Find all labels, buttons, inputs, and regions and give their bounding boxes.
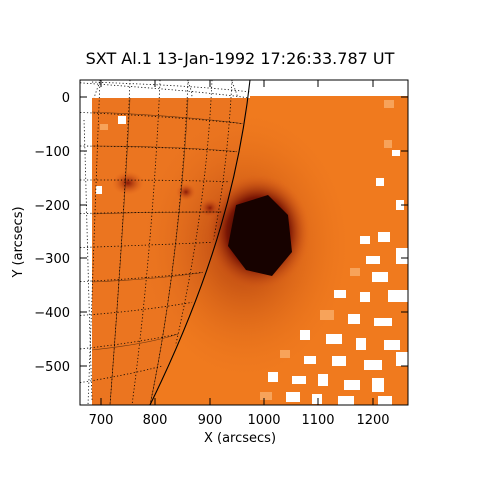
figure-title: SXT Al.1 13-Jan-1992 17:26:33.787 UT: [86, 49, 395, 68]
x-axis-label: X (arcsecs): [204, 431, 276, 446]
xray-image: [80, 80, 408, 405]
y-tick-label: 0: [62, 91, 70, 106]
flare-kernel: [228, 195, 292, 276]
x-tick-label: 1000: [247, 413, 280, 428]
x-tick-label: 700: [89, 413, 114, 428]
y-axis-label: Y (arcsecs): [11, 206, 26, 278]
solar-limb: [149, 79, 251, 406]
y-tick-label: −500: [34, 360, 70, 375]
missing-data-pixels: [96, 100, 408, 405]
active-region: [176, 183, 196, 201]
active-region: [112, 171, 144, 195]
x-tick-label: 1100: [301, 413, 334, 428]
grid-outside: [83, 81, 251, 401]
x-tick-label: 800: [143, 413, 168, 428]
y-tick-label: −400: [34, 306, 70, 321]
plot-frame: [79, 79, 409, 406]
x-tick-label: 1200: [356, 413, 389, 428]
y-tick-label: −300: [34, 252, 70, 267]
y-tick-label: −100: [34, 145, 70, 160]
axis-ticks: [80, 80, 408, 405]
y-tick-label: −200: [34, 199, 70, 214]
x-tick-label: 900: [198, 413, 223, 428]
grid-overlay: [91, 97, 247, 405]
